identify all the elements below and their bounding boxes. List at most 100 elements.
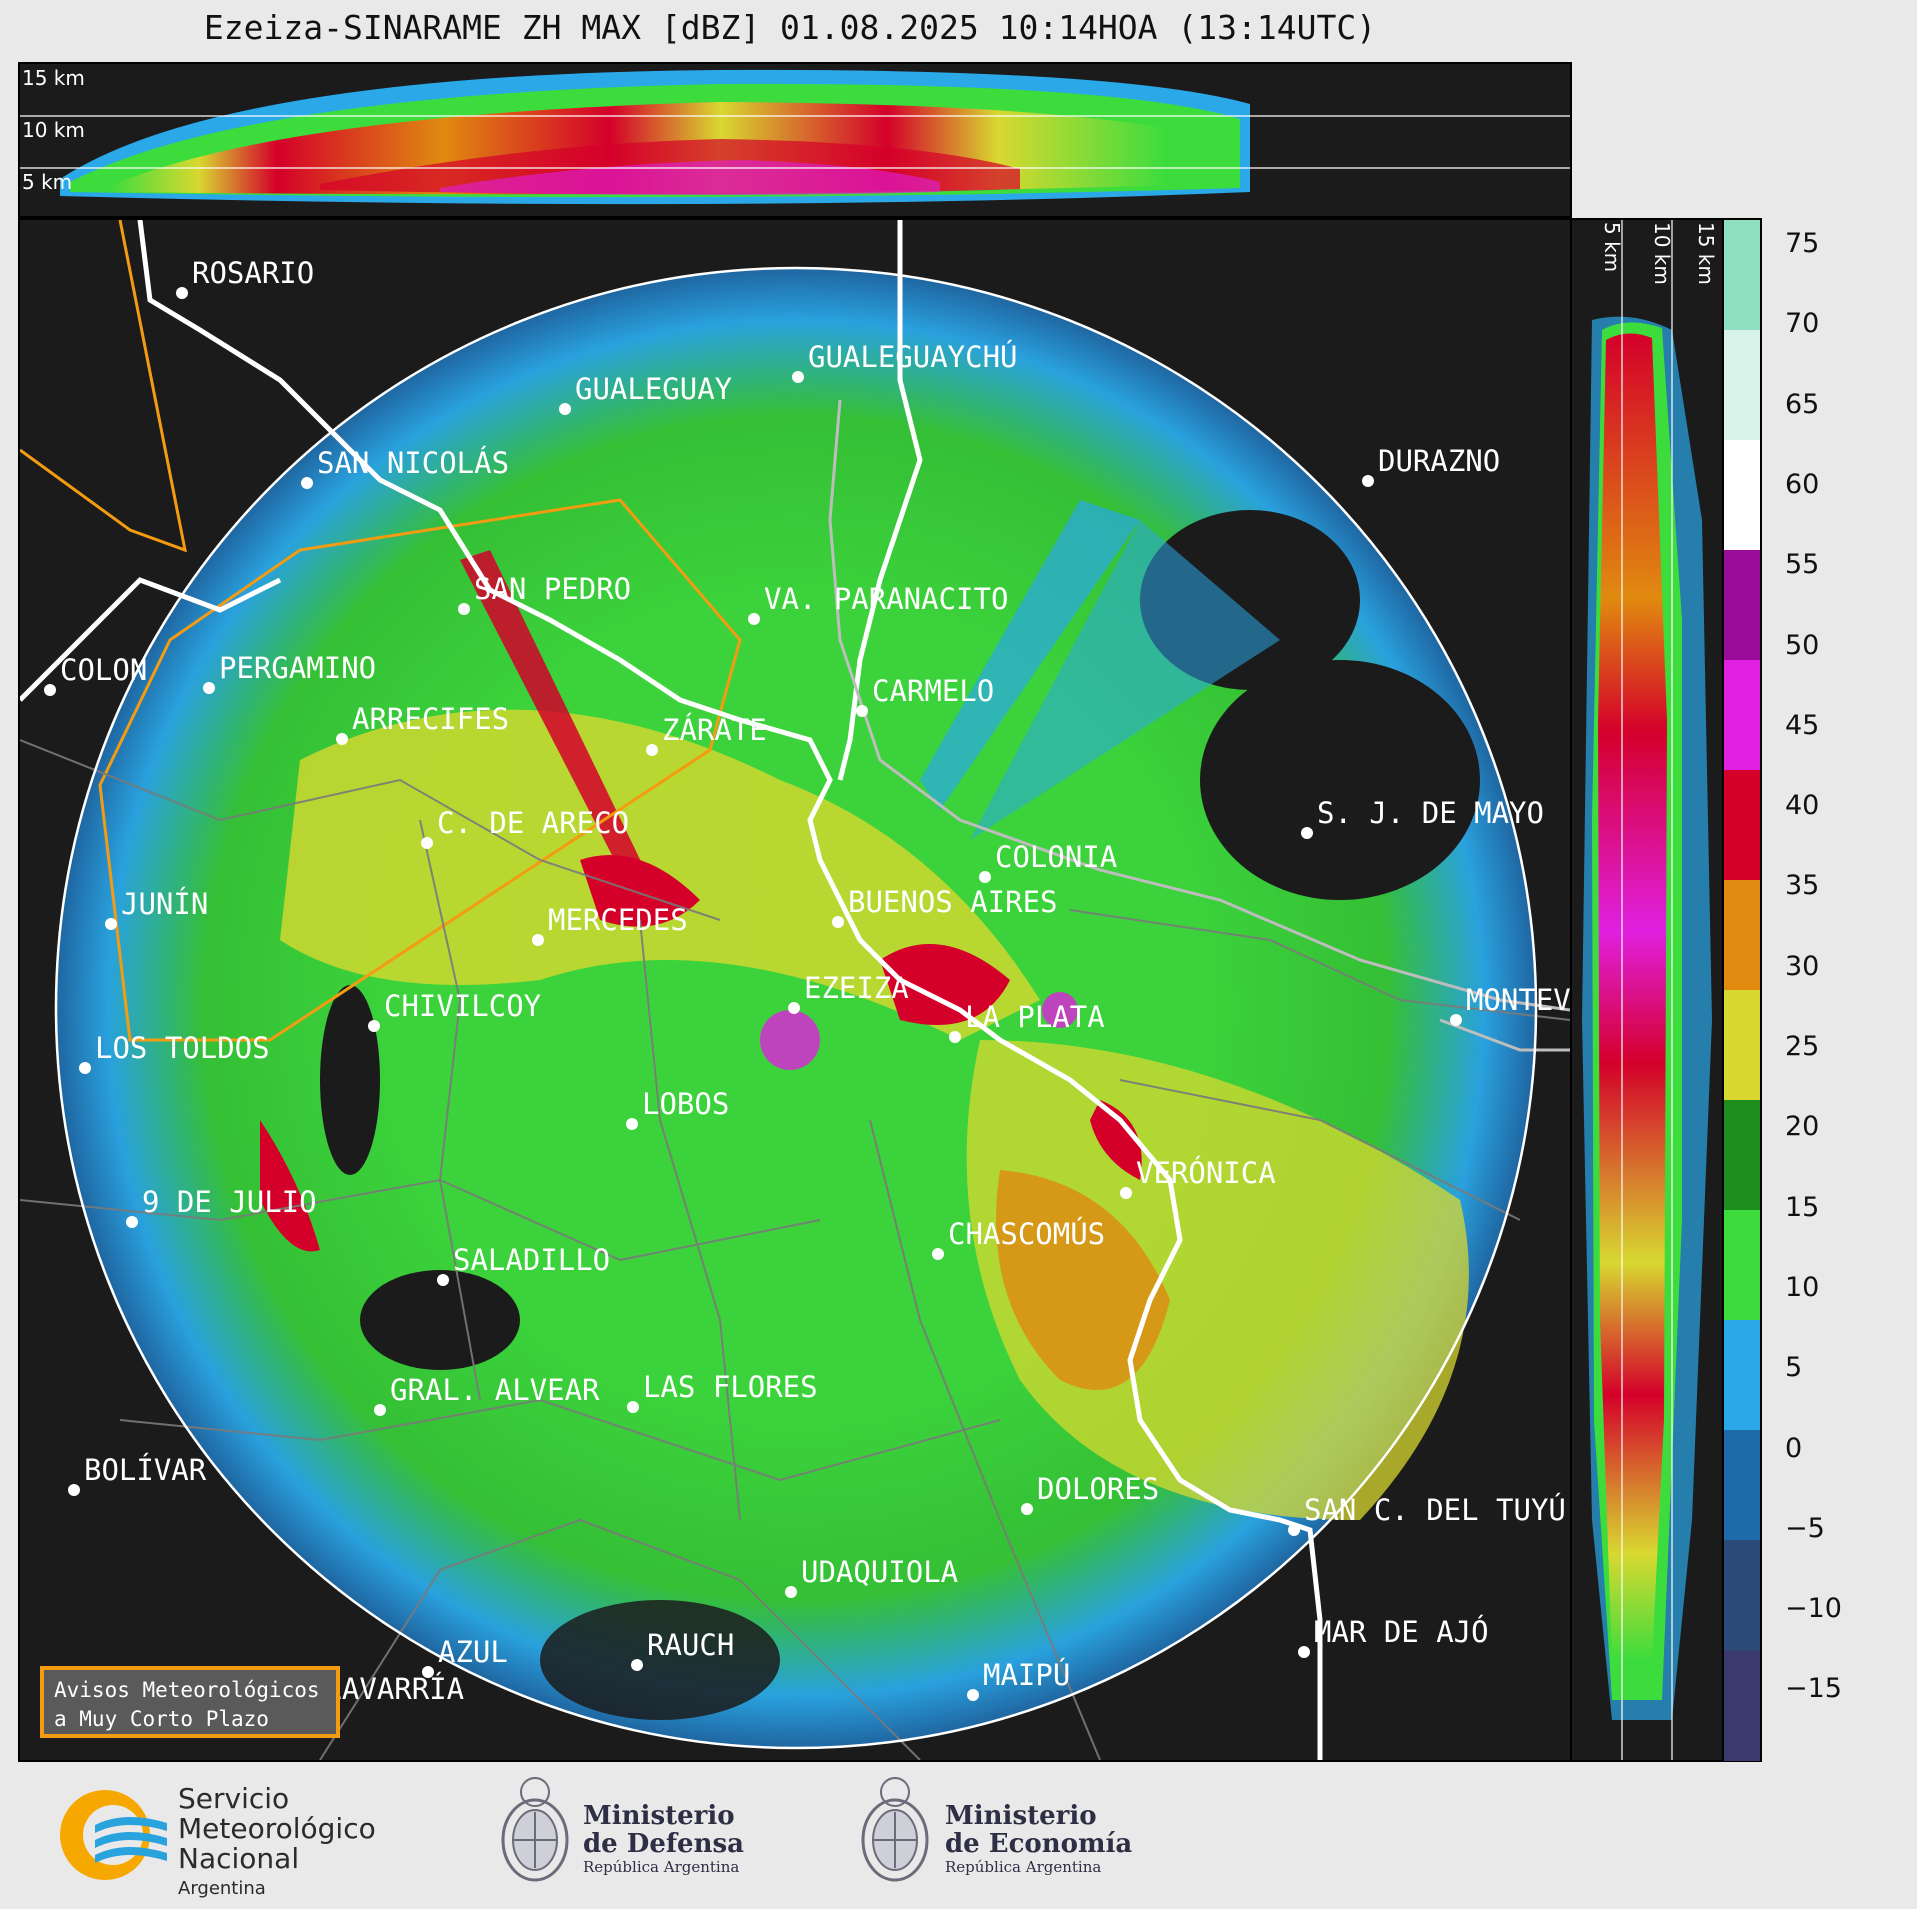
city-label: CARMELO — [872, 674, 994, 708]
city-label: RAUCH — [647, 1628, 734, 1662]
city-marker — [79, 1062, 91, 1074]
top-cross-section-svg — [20, 69, 1570, 205]
colorbar-tick-label: 40 — [1785, 790, 1820, 822]
city-marker — [949, 1031, 961, 1043]
city-marker — [374, 1404, 386, 1416]
city-label: COLON — [60, 653, 147, 687]
top-cross-section: 15 km 10 km 5 km — [18, 62, 1572, 218]
defensa-seal-icon — [501, 1777, 569, 1882]
smn-line3: Nacional — [178, 1842, 300, 1875]
city-marker — [532, 934, 544, 946]
avisos-button[interactable]: Avisos Meteorológicos a Muy Corto Plazo — [40, 1666, 340, 1738]
city-marker — [792, 371, 804, 383]
city-marker — [336, 733, 348, 745]
city-marker — [458, 603, 470, 615]
side-cross-section-svg — [1582, 220, 1712, 1760]
colorbar-band — [1724, 1100, 1760, 1211]
colorbar-band — [1724, 1540, 1760, 1651]
city-marker — [437, 1274, 449, 1286]
city-marker — [559, 403, 571, 415]
colorbar-band — [1724, 1430, 1760, 1541]
city-marker — [967, 1689, 979, 1701]
smn-logo-icon — [60, 1790, 167, 1880]
colorbar-tick-label: 5 — [1785, 1352, 1803, 1384]
range-ring — [54, 266, 1538, 1750]
city-marker — [788, 1002, 800, 1014]
city-marker — [856, 705, 868, 717]
side-alt-label-5: 5 km — [1600, 222, 1624, 273]
city-label: LOS TOLDOS — [95, 1031, 270, 1065]
colorbar-tick-label: −15 — [1785, 1673, 1842, 1705]
city-label: SALADILLO — [453, 1243, 610, 1277]
side-alt-label-15: 15 km — [1694, 222, 1718, 285]
coastline — [20, 220, 1323, 1760]
colorbar-tick-label: −5 — [1785, 1512, 1825, 1544]
colorbar-tick-label: 0 — [1785, 1432, 1803, 1464]
city-label: SAN C. DEL TUYÚ — [1304, 1493, 1566, 1527]
city-label: PERGAMINO — [219, 651, 376, 685]
colorbar-band — [1724, 440, 1760, 551]
city-label: DURAZNO — [1378, 444, 1500, 478]
city-label: UDAQUIOLA — [801, 1555, 958, 1589]
economia-line2: de Economía — [945, 1829, 1133, 1859]
city-label: VERÓNICA — [1136, 1156, 1276, 1190]
city-marker — [1301, 827, 1313, 839]
city-marker — [68, 1484, 80, 1496]
colorbar-tick-label: 30 — [1785, 950, 1820, 982]
city-label: EZEIZA — [804, 971, 909, 1005]
city-label: BUENOS AIRES — [848, 885, 1058, 919]
colorbar-tick-label: 50 — [1785, 629, 1820, 661]
colorbar-tick-label: 20 — [1785, 1111, 1820, 1143]
defensa-line1: Ministerio — [583, 1801, 735, 1831]
city-label: MONTEV — [1466, 983, 1570, 1017]
city-label: ROSARIO — [192, 256, 314, 290]
city-layer: ROSARIO GUALEGUAYCHÚ GUALEGUAY SAN NICOLÁS D… — [44, 256, 1570, 1715]
colorbar-band — [1724, 880, 1760, 991]
city-marker — [979, 871, 991, 883]
economia-line1: Ministerio — [945, 1801, 1097, 1831]
city-label: ZÁRATE — [662, 713, 767, 747]
city-label: CHIVILCOY — [384, 989, 541, 1023]
district-borders — [20, 739, 1570, 1760]
colorbar-band — [1724, 1210, 1760, 1321]
city-label: LA PLATA — [965, 1000, 1105, 1034]
city-marker — [126, 1216, 138, 1228]
city-marker — [421, 837, 433, 849]
colorbar-tick-label: 15 — [1785, 1191, 1820, 1223]
colorbar-tick-label: 70 — [1785, 308, 1820, 340]
city-label: GRAL. ALVEAR — [390, 1373, 600, 1407]
colorbar-band — [1724, 660, 1760, 771]
city-marker — [368, 1020, 380, 1032]
smn-line2: Meteorológico — [178, 1812, 376, 1845]
city-label: LAS FLORES — [643, 1370, 818, 1404]
colorbar-tick-label: 10 — [1785, 1271, 1820, 1303]
city-marker — [1288, 1524, 1300, 1536]
city-label: SAN NICOLÁS — [317, 446, 509, 480]
side-cross-section: 5 km 10 km 15 km — [1570, 218, 1724, 1762]
city-marker — [1362, 475, 1374, 487]
city-marker — [203, 682, 215, 694]
top-alt-label-15: 15 km — [22, 66, 85, 90]
colorbar-tick-label: 55 — [1785, 549, 1820, 581]
city-label: DOLORES — [1037, 1472, 1159, 1506]
city-label: AZUL — [438, 1635, 508, 1669]
city-marker — [627, 1401, 639, 1413]
defensa-line2: de Defensa — [583, 1829, 744, 1859]
side-alt-label-10: 10 km — [1650, 222, 1674, 285]
colorbar — [1722, 218, 1762, 1762]
top-alt-label-5: 5 km — [22, 170, 73, 194]
colorbar-tick-label: 25 — [1785, 1031, 1820, 1062]
avisos-line2: a Muy Corto Plazo — [54, 1707, 269, 1731]
city-marker — [1021, 1503, 1033, 1515]
city-marker — [785, 1586, 797, 1598]
city-label: MAR DE AJÓ — [1314, 1615, 1489, 1649]
colorbar-band — [1724, 1320, 1760, 1431]
colorbar-band — [1724, 330, 1760, 441]
city-label: 9 DE JULIO — [142, 1185, 317, 1219]
colorbar-band — [1724, 1650, 1760, 1761]
defensa-line3: República Argentina — [583, 1858, 740, 1876]
colorbar-band — [1724, 220, 1760, 331]
colorbar-band — [1724, 990, 1760, 1101]
colorbar-tick-label: 35 — [1785, 870, 1820, 902]
economia-seal-icon — [861, 1777, 929, 1882]
